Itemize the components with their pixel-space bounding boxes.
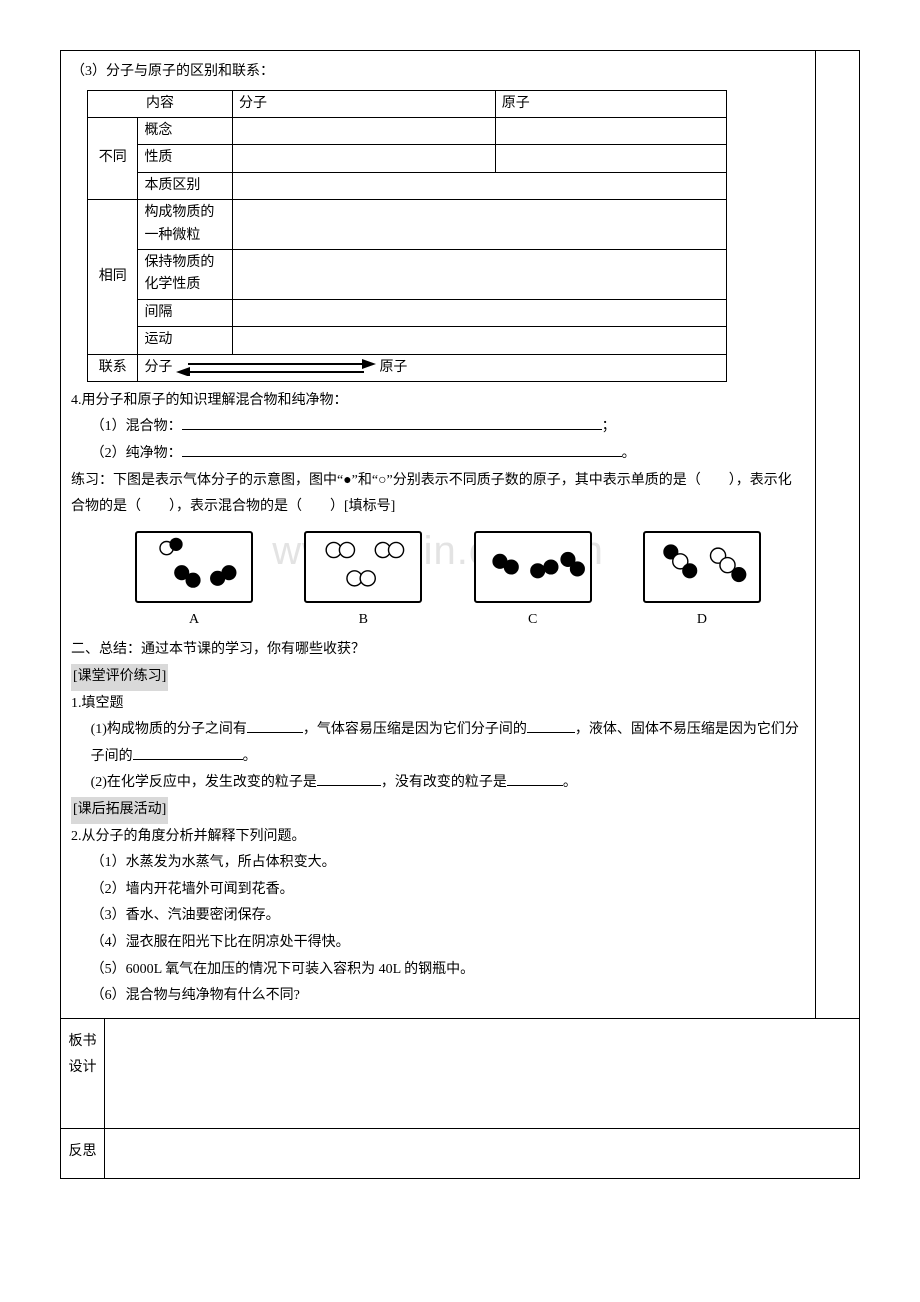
link-right: 原子 [379, 360, 407, 375]
molecule-atom-table: 内容 分子 原子 不同 概念 性质 本质区别 [87, 90, 727, 382]
diff-row-1: 性质 [138, 145, 233, 172]
blank-line [247, 720, 303, 733]
content-cell: （3）分子与原子的区别和联系： 内容 分子 原子 不同 概念 性质 [61, 51, 816, 1019]
q2-item-0: （1）水蒸发为水蒸气，所占体积变大。 [71, 850, 805, 877]
same-label: 相同 [88, 200, 138, 354]
col-molecule: 分子 [233, 90, 496, 117]
link-label: 联系 [88, 354, 138, 381]
blank-line [507, 773, 563, 786]
blank-line [182, 444, 622, 457]
punct: ； [602, 419, 616, 434]
panel-d-wrap: D [643, 531, 761, 634]
diff-cell [233, 117, 496, 144]
diff-row-2: 本质区别 [138, 172, 233, 199]
q2-item-4: （5）6000L 氧气在加压的情况下可装入容积为 40L 的钢瓶中。 [71, 957, 805, 984]
same-row-2: 间隔 [138, 299, 233, 326]
panel-b-wrap: B [304, 531, 422, 634]
q2-title: 2.从分子的角度分析并解释下列问题。 [71, 824, 805, 851]
same-row-0: 构成物质的一种微粒 [138, 200, 233, 250]
reflect-cell [105, 1128, 860, 1178]
same-row-1: 保持物质的化学性质 [138, 249, 233, 299]
double-arrow-icon [176, 358, 376, 376]
fill-q1-b: ，气体容易压缩是因为它们分子间的 [303, 722, 527, 737]
same-cell [233, 249, 727, 299]
q2-item-1: （2）墙内开花墙外可闻到花香。 [71, 877, 805, 904]
blank-line [317, 773, 381, 786]
diff-label: 不同 [88, 117, 138, 199]
fill-q2-b: ，没有改变的粒子是 [381, 775, 507, 790]
col-atom: 原子 [495, 90, 726, 117]
link-diagram: 分子 原子 [138, 354, 727, 381]
fill-q2: (2)在化学反应中，发生改变的粒子是 ，没有改变的粒子是 。 [71, 770, 805, 797]
same-cell [233, 200, 727, 250]
blank-line [182, 417, 602, 430]
panel-a-wrap: A [135, 531, 253, 634]
fill-q1: (1)构成物质的分子之间有，气体容易压缩是因为它们分子间的，液体、固体不易压缩是… [71, 717, 805, 770]
same-cell [233, 299, 727, 326]
sec4-title: 4.用分子和原子的知识理解混合物和纯净物： [71, 388, 805, 415]
sec4-item1-label: （1）混合物： [91, 419, 182, 434]
link-left: 分子 [144, 360, 172, 375]
diff-cell [233, 172, 727, 199]
sec4-item2: （2）纯净物： 。 [71, 441, 805, 468]
panel-c-label: C [528, 607, 537, 634]
diff-cell [495, 145, 726, 172]
q2-item-5: （6）混合物与纯净物有什么不同? [71, 983, 805, 1010]
panel-b [304, 531, 422, 603]
afterclass-box: [课后拓展活动] [71, 797, 168, 824]
blank-line [527, 720, 575, 733]
same-cell [233, 327, 727, 354]
sec4-item1: （1）混合物： ； [71, 414, 805, 441]
section-two: 二、总结：通过本节课的学习，你有哪些收获？ [71, 637, 805, 664]
panel-d [643, 531, 761, 603]
fill-title: 1.填空题 [71, 691, 805, 718]
panel-a [135, 531, 253, 603]
blank-line [133, 747, 243, 760]
sec4-item2-label: （2）纯净物： [91, 446, 182, 461]
fill-q1-a: (1)构成物质的分子之间有 [91, 722, 247, 737]
section-3-heading: （3）分子与原子的区别和联系： [71, 59, 805, 86]
panel-c-wrap: C [474, 531, 592, 634]
same-row-3: 运动 [138, 327, 233, 354]
punct: 。 [243, 749, 257, 764]
classeval-box: [课堂评价练习] [71, 664, 168, 691]
q2-item-2: （3）香水、汽油要密闭保存。 [71, 903, 805, 930]
panel-a-label: A [189, 607, 199, 634]
board-design-label: 板书设计 [61, 1018, 105, 1128]
diff-cell [495, 117, 726, 144]
practice-lead: 练习：下图是表示气体分子的示意图，图中“●”和“○”分别表示不同质子数的原子，其… [71, 468, 805, 521]
main-layout-table: （3）分子与原子的区别和联系： 内容 分子 原子 不同 概念 性质 [60, 50, 860, 1179]
diagram-row: www.zixin.com.cn [135, 531, 761, 634]
right-margin-cell [816, 51, 860, 1019]
q2-item-3: （4）湿衣服在阳光下比在阴凉处干得快。 [71, 930, 805, 957]
reflect-label: 反思 [61, 1128, 105, 1178]
panel-d-label: D [697, 607, 707, 634]
fill-q2-a: (2)在化学反应中，发生改变的粒子是 [91, 775, 317, 790]
col-content: 内容 [88, 90, 233, 117]
diff-row-0: 概念 [138, 117, 233, 144]
diff-cell [233, 145, 496, 172]
punct: 。 [622, 446, 636, 461]
panel-c [474, 531, 592, 603]
punct: 。 [563, 775, 577, 790]
board-design-cell [105, 1018, 860, 1128]
panel-b-label: B [359, 607, 368, 634]
